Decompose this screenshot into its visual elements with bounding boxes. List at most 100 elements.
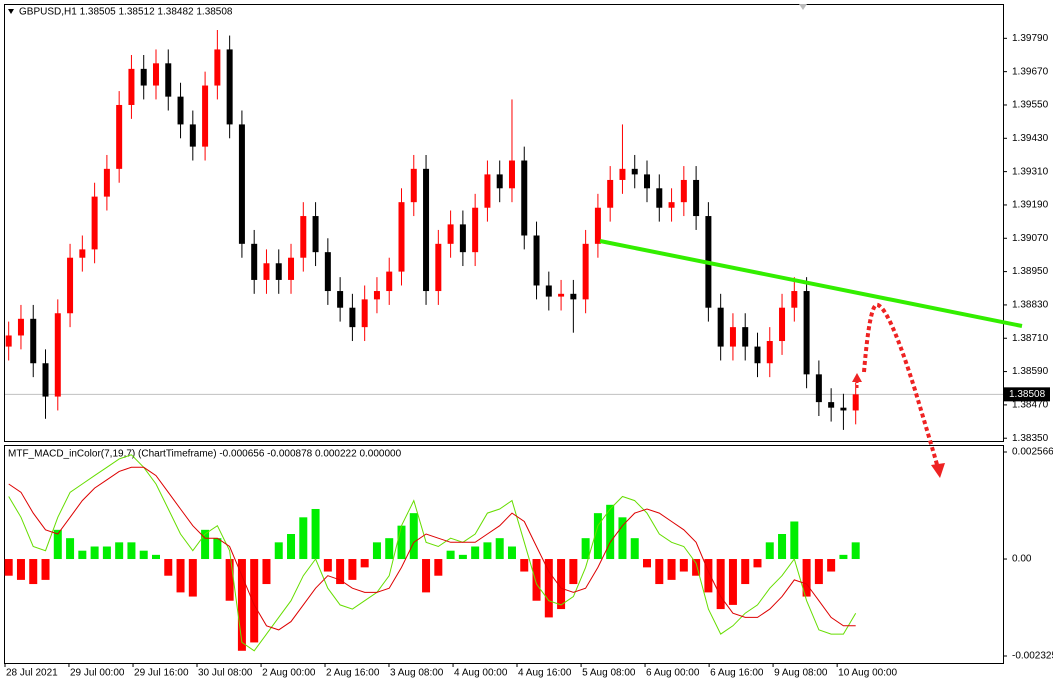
histogram-bar bbox=[127, 542, 136, 560]
histogram-bar bbox=[765, 542, 774, 560]
candle-body bbox=[275, 263, 282, 280]
y-tick-label: 1.39670 bbox=[1012, 66, 1049, 77]
x-tick-label: 9 Aug 08:00 bbox=[774, 668, 828, 679]
histogram-bar bbox=[262, 559, 271, 585]
last-price-label: 1.38508 bbox=[1009, 389, 1046, 400]
histogram-bar bbox=[778, 534, 787, 560]
x-tick-label: 2 Aug 16:00 bbox=[326, 668, 380, 679]
histogram-bar bbox=[827, 559, 836, 572]
histogram-bar bbox=[348, 559, 357, 580]
candle-body bbox=[79, 249, 86, 258]
x-tick-label: 29 Jul 00:00 bbox=[70, 668, 125, 679]
last-price-box bbox=[1004, 387, 1050, 402]
candle-body bbox=[521, 160, 528, 236]
forecast-curve-head bbox=[931, 463, 945, 478]
histogram-bar bbox=[176, 559, 185, 593]
candle-body bbox=[656, 188, 663, 208]
histogram-bar bbox=[397, 525, 406, 560]
candle-body bbox=[435, 243, 442, 292]
histogram-bar bbox=[557, 559, 566, 610]
histogram-bar bbox=[201, 529, 210, 560]
histogram-bar bbox=[679, 559, 688, 572]
dropdown-icon bbox=[8, 9, 14, 14]
candle-body bbox=[815, 374, 822, 403]
candle-body bbox=[17, 318, 24, 336]
candle-body bbox=[91, 196, 98, 250]
histogram-bar bbox=[372, 542, 381, 560]
histogram-bar bbox=[458, 554, 467, 560]
histogram-bar bbox=[41, 559, 50, 580]
histogram-bar bbox=[446, 550, 455, 560]
histogram-bar bbox=[311, 508, 320, 560]
histogram-bar bbox=[655, 559, 664, 585]
histogram-bar bbox=[360, 559, 369, 568]
candle-body bbox=[668, 202, 675, 208]
histogram-bar bbox=[716, 559, 725, 610]
shift-marker bbox=[799, 4, 807, 10]
macd-panel-frame bbox=[4, 445, 1004, 664]
histogram-bar bbox=[851, 542, 860, 560]
candle-body bbox=[103, 168, 110, 197]
histogram-bar bbox=[115, 542, 124, 560]
candle-body bbox=[742, 327, 749, 347]
candle-body bbox=[140, 68, 147, 86]
y-tick-label: 1.38350 bbox=[1012, 433, 1049, 444]
histogram-bar bbox=[90, 546, 99, 560]
histogram-bar bbox=[78, 550, 87, 560]
histogram-bar bbox=[409, 513, 418, 560]
candle-body bbox=[361, 299, 368, 328]
y-tick-label: 1.38470 bbox=[1012, 400, 1049, 411]
histogram-bar bbox=[741, 559, 750, 585]
candle-body bbox=[484, 174, 491, 208]
candle-body bbox=[570, 293, 577, 300]
candle-body bbox=[558, 293, 565, 297]
histogram-bar bbox=[507, 546, 516, 560]
histogram-bar bbox=[102, 546, 111, 560]
histogram-bar bbox=[66, 538, 75, 560]
candle-body bbox=[214, 49, 221, 86]
x-tick-label: 10 Aug 00:00 bbox=[838, 668, 897, 679]
x-tick-label: 28 Jul 2021 bbox=[6, 668, 58, 679]
candle-body bbox=[189, 124, 196, 147]
candle-body bbox=[717, 307, 724, 347]
histogram-bar bbox=[237, 559, 246, 651]
histogram-bar bbox=[704, 559, 713, 593]
candle-body bbox=[828, 402, 835, 408]
x-tick-label: 6 Aug 16:00 bbox=[710, 668, 764, 679]
candle-body bbox=[116, 104, 123, 169]
candle-body bbox=[165, 63, 172, 97]
y-tick-label: 1.39070 bbox=[1012, 233, 1049, 244]
candle-body bbox=[594, 207, 601, 244]
histogram-bar bbox=[287, 534, 296, 560]
candle-body bbox=[226, 49, 233, 125]
y-tick-label: 1.38830 bbox=[1012, 300, 1049, 311]
histogram-bar bbox=[643, 559, 652, 568]
candle-body bbox=[508, 160, 515, 189]
histogram-bar bbox=[839, 554, 848, 560]
forecast-curve bbox=[862, 302, 940, 469]
candle-body bbox=[251, 243, 258, 280]
y-tick-label: 0.00 bbox=[1012, 554, 1032, 565]
candle-body bbox=[447, 224, 454, 244]
candle-body bbox=[607, 179, 614, 208]
histogram-bar bbox=[213, 538, 222, 560]
price-title: GBPUSD,H1 1.38505 1.38512 1.38482 1.3850… bbox=[19, 7, 233, 18]
x-tick-label: 29 Jul 16:00 bbox=[134, 668, 189, 679]
histogram-bar bbox=[164, 559, 173, 576]
x-tick-label: 3 Aug 08:00 bbox=[390, 668, 444, 679]
candle-body bbox=[803, 291, 810, 375]
histogram-bar bbox=[16, 559, 25, 580]
histogram-bar bbox=[250, 559, 259, 643]
candle-body bbox=[238, 124, 245, 244]
candle-body bbox=[631, 168, 638, 175]
candle-body bbox=[459, 224, 466, 253]
histogram-bar bbox=[802, 559, 811, 597]
x-tick-label: 2 Aug 00:00 bbox=[262, 668, 316, 679]
histogram-bar bbox=[532, 559, 541, 601]
y-tick-label: 1.39790 bbox=[1012, 33, 1049, 44]
histogram-bar bbox=[520, 559, 529, 572]
histogram-bar bbox=[336, 559, 345, 585]
